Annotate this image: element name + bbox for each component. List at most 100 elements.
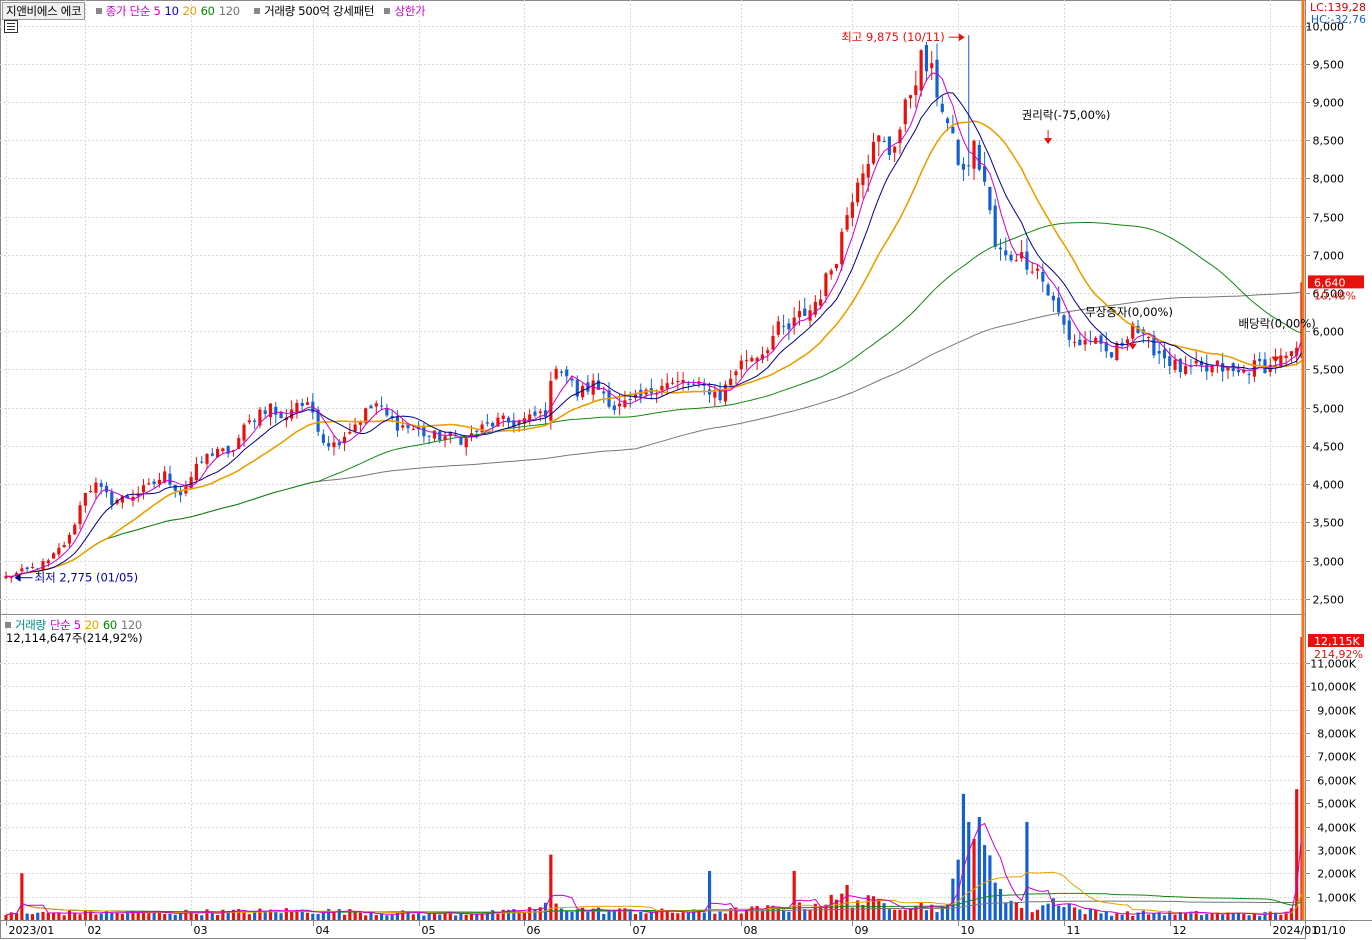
volume-bar [1289, 908, 1294, 920]
month-label: 12 [1173, 924, 1187, 937]
candle-body [136, 493, 140, 497]
volume-bar [337, 909, 341, 920]
volume-bar [644, 913, 648, 920]
volume-bar [930, 904, 934, 920]
candle-body [908, 95, 913, 99]
volume-bar [401, 910, 405, 920]
volume-bar [422, 915, 426, 920]
volume-bar [1009, 900, 1013, 920]
volume-bar [988, 855, 992, 920]
table-view-icon[interactable] [4, 20, 18, 33]
candle-body [126, 496, 130, 499]
month-label: 06 [527, 924, 541, 937]
bonus-arrow-head [1128, 343, 1137, 350]
volume-bar [618, 908, 622, 920]
vol-ma5-line [5, 822, 1303, 916]
candle-body [73, 524, 77, 535]
candle-body [379, 405, 384, 407]
candle-body [1057, 297, 1061, 313]
ma120-line [5, 291, 1303, 578]
candle-body [1072, 341, 1077, 343]
current-volume-value: 12,115K [1314, 635, 1360, 648]
candle-body [1273, 365, 1278, 367]
volume-bar [438, 914, 442, 920]
candle-body [893, 146, 897, 153]
volume-bar [760, 911, 765, 920]
volume-bar [189, 912, 193, 920]
candle-body [78, 505, 82, 525]
volume-bar [1109, 915, 1114, 920]
volume-bar [136, 912, 140, 920]
volume-legend-items: 거래량 단순 5 20 60 120 [15, 618, 146, 632]
volume-bar [1014, 902, 1018, 920]
volume-bar [274, 911, 278, 920]
volume-bar [607, 909, 611, 920]
volume-bar [1125, 911, 1130, 920]
candle-body [99, 483, 103, 487]
stock-name[interactable]: 지앤비에스 에코 [2, 2, 86, 20]
volume-bar [771, 905, 775, 920]
volume-bar [20, 873, 24, 920]
candle-body [216, 448, 220, 458]
volume-bar [808, 910, 812, 920]
candle-body [1258, 358, 1262, 362]
volume-bar [110, 912, 114, 920]
volume-bar [279, 913, 283, 920]
candle-body [20, 568, 24, 572]
candle-body [565, 369, 569, 377]
candle-body [1041, 271, 1045, 282]
volume-bar [1157, 912, 1161, 920]
month-label: 2023/01 [9, 924, 55, 937]
candle-body [242, 424, 246, 441]
volume-bar [1072, 907, 1077, 920]
candle-body [988, 186, 992, 211]
candle-body [575, 379, 579, 397]
candle-body [528, 414, 532, 421]
candle-body [824, 273, 828, 297]
candle-body [512, 420, 516, 427]
candle-body [364, 408, 368, 424]
current-volume-badge [1308, 634, 1364, 648]
month-label: 11 [1067, 924, 1081, 937]
volume-bar [692, 909, 696, 920]
candle-body [1104, 342, 1108, 352]
candle-body [411, 428, 415, 430]
price-legend: 지앤비에스 에코 종가 단순 5 10 20 60 120 거래량 500억 강세패턴 … [2, 2, 429, 20]
candle-body [898, 129, 902, 144]
volume-bar [342, 914, 347, 920]
candle-body [290, 409, 294, 419]
volume-bar [882, 903, 886, 920]
volume-bar [1242, 913, 1246, 920]
volume-bar [14, 913, 19, 920]
candle-body [628, 398, 632, 400]
volume-bar [221, 909, 225, 920]
volume-bar [369, 912, 373, 920]
volume-bar [200, 915, 204, 920]
candle-body [305, 402, 310, 405]
volume-bar [628, 910, 632, 920]
volume-bar [163, 914, 167, 920]
volume-bar [1078, 909, 1082, 920]
candle-body [713, 391, 717, 398]
candle-body [369, 405, 373, 409]
volume-bar [967, 821, 971, 920]
price-legend-item-2: 20 [182, 4, 197, 18]
candle-body [178, 491, 183, 496]
candle-body [755, 357, 759, 362]
volume-bar [464, 914, 468, 920]
volume-tick-label: 7,000K [1317, 751, 1356, 764]
candle-body [686, 383, 690, 385]
volume-bar [1247, 915, 1251, 920]
volume-bar [1189, 911, 1193, 920]
rights-annotation: 권리락(-75,00%) [1022, 108, 1111, 122]
candle-body [951, 126, 955, 134]
volume-bar [517, 911, 521, 920]
candle-body [1157, 351, 1161, 354]
volume-bar [1025, 821, 1029, 920]
volume-bar [940, 906, 944, 920]
volume-bar [501, 909, 505, 920]
candle-body [792, 317, 796, 327]
volume-tick-label: 4,000K [1317, 822, 1356, 835]
